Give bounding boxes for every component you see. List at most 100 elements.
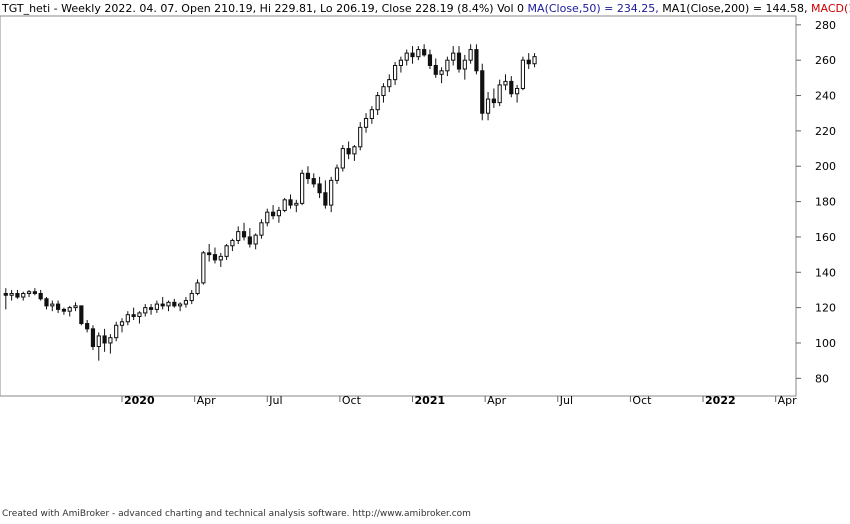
candle-body (236, 231, 241, 241)
candle-body (346, 148, 351, 155)
candle-body (259, 222, 264, 236)
candle-body (137, 312, 142, 317)
y-tick-label: 100 (815, 337, 836, 350)
candle-body (32, 291, 37, 294)
candle-body (445, 59, 450, 72)
candle-body (212, 254, 218, 261)
candle-body (189, 292, 194, 302)
candle-body (282, 199, 287, 211)
candle-body (3, 292, 8, 296)
candle-body (427, 54, 433, 66)
price-panel-frame (0, 15, 797, 397)
candle-body (369, 109, 374, 120)
candle-body (148, 307, 154, 310)
candle-body (422, 49, 427, 56)
candle-body (9, 292, 14, 296)
candle-body (288, 199, 293, 206)
header-symbol-line: TGT_heti - Weekly 2022. 04. 07. Open 210… (1, 2, 528, 15)
candle-body (491, 98, 496, 104)
y-tick-label: 200 (815, 160, 836, 173)
candle-body (392, 64, 398, 81)
candle-body (352, 146, 357, 155)
candle-body (340, 148, 345, 169)
x-tick-label: Oct (342, 394, 362, 407)
y-tick-label: 180 (815, 196, 836, 209)
candle-body (44, 298, 49, 307)
candle-body (410, 52, 415, 58)
candle-body (67, 307, 72, 312)
candle-body (218, 255, 223, 261)
candle-body (480, 70, 485, 114)
candle-body (485, 98, 491, 114)
candle-body (79, 305, 84, 325)
x-tick-label: Jul (559, 394, 573, 407)
x-tick-label: 2022 (705, 394, 736, 407)
candle-body (119, 321, 125, 326)
candle-body (207, 252, 212, 256)
candle-body (334, 167, 340, 181)
candle-body (497, 84, 502, 104)
y-tick-label: 280 (815, 19, 836, 32)
candle-body (90, 328, 96, 348)
candle-body (230, 239, 235, 247)
candle-body (439, 70, 444, 75)
x-tick-label: Jul (268, 394, 282, 407)
candle-body (21, 292, 26, 298)
candle-body (15, 292, 20, 298)
x-tick-label: 2021 (415, 394, 446, 407)
y-tick-label: 120 (815, 302, 836, 315)
candle-body (526, 59, 531, 65)
candle-body (404, 52, 409, 61)
x-tick-label: 2020 (124, 394, 155, 407)
candle-body (253, 234, 258, 245)
candle-body (154, 303, 159, 310)
candle-body (509, 80, 514, 95)
candle-body (56, 303, 61, 310)
candle-body (317, 183, 322, 194)
candle-body (462, 59, 467, 70)
candle-body (195, 282, 200, 294)
footer-credit: Created with AmiBroker - advanced charti… (2, 509, 471, 519)
candle-body (26, 291, 32, 294)
x-tick-label: Apr (197, 394, 217, 407)
chart-header: TGT_heti - Weekly 2022. 04. 07. Open 210… (1, 2, 850, 15)
y-tick-label: 240 (815, 90, 836, 103)
candle-body (61, 308, 67, 312)
candle-body (515, 87, 520, 95)
header-ma50: MA(Close,50) = 234.25, (528, 2, 663, 15)
candle-body (532, 56, 537, 65)
header-ma200: MA1(Close,200) = 144.58, (662, 2, 811, 15)
candle-body (73, 305, 78, 309)
y-tick-label: 160 (815, 231, 836, 244)
candle-body (398, 59, 404, 66)
candle-body (183, 300, 189, 305)
candle-body (166, 301, 171, 307)
header-macd: MACD(12,2 (811, 2, 850, 15)
candle-body (172, 301, 177, 307)
candle-body (363, 118, 369, 128)
candle-body (456, 52, 462, 70)
candle-body (131, 314, 136, 317)
candle-body (178, 303, 183, 307)
y-tick-label: 140 (815, 266, 836, 279)
candle-body (224, 245, 229, 257)
candle-body (323, 192, 328, 206)
x-tick-label: Apr (778, 394, 798, 407)
x-tick-label: Apr (487, 394, 507, 407)
y-tick-label: 80 (815, 372, 829, 385)
candle-body (375, 95, 380, 111)
candle-body (241, 231, 247, 238)
candle-body (143, 307, 148, 314)
candle-body (294, 202, 299, 206)
price-panel: 80 100 120 140 160 180 200 220 240 260 280 2020 Apr J… (0, 15, 836, 407)
candle-body (503, 80, 508, 86)
candle-body (520, 59, 526, 89)
candle-body (114, 324, 119, 339)
candle-body (468, 49, 473, 61)
candle-body (311, 178, 316, 185)
candle-body (102, 335, 107, 344)
candle-body (247, 236, 252, 245)
candle-body (433, 64, 438, 75)
candles (3, 44, 537, 361)
candle-body (270, 211, 276, 217)
